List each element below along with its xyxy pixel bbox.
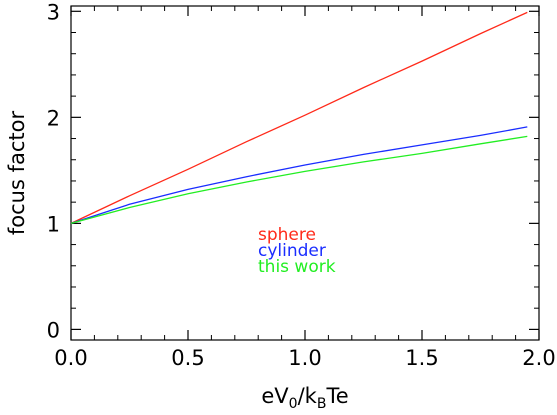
y-tick-label: 1 bbox=[47, 212, 60, 236]
x-axis-label-sub-0: 0 bbox=[289, 396, 298, 412]
legend-label-this-work: this work bbox=[258, 257, 336, 277]
x-axis-label-sub-b: B bbox=[317, 396, 327, 412]
series-line-cylinder bbox=[70, 126, 528, 225]
x-tick-label: 0.5 bbox=[171, 346, 204, 370]
series-line-sphere bbox=[70, 11, 528, 224]
x-tick-label: 1.0 bbox=[288, 346, 321, 370]
x-axis-ticks bbox=[70, 6, 540, 340]
y-tick-label: 0 bbox=[47, 318, 60, 342]
y-axis-ticks bbox=[71, 10, 539, 330]
legend: sphere cylinder this work bbox=[258, 225, 336, 277]
y-tick-label: 3 bbox=[47, 0, 60, 24]
x-tick-label: 1.5 bbox=[405, 346, 438, 370]
y-axis-tick-labels: 0 1 2 3 bbox=[47, 0, 60, 342]
series-line-this-work bbox=[70, 135, 528, 225]
y-axis-label: focus factor bbox=[5, 111, 29, 236]
x-axis-label-part-ev: eV bbox=[261, 384, 289, 408]
x-tick-label: 2.0 bbox=[522, 346, 555, 370]
x-axis-tick-labels: 0.0 0.5 1.0 1.5 2.0 bbox=[54, 346, 555, 370]
legend-label-cylinder: cylinder bbox=[258, 241, 326, 261]
x-tick-label: 0.0 bbox=[54, 346, 87, 370]
x-axis-label-part-k: /k bbox=[298, 384, 318, 408]
plot-frame bbox=[70, 5, 540, 341]
series-lines bbox=[70, 11, 528, 225]
y-tick-label: 2 bbox=[47, 106, 60, 130]
legend-label-sphere: sphere bbox=[258, 225, 316, 245]
x-axis-label-part-te: Te bbox=[325, 384, 348, 408]
x-axis-label: eV0/kBTe bbox=[261, 384, 348, 412]
